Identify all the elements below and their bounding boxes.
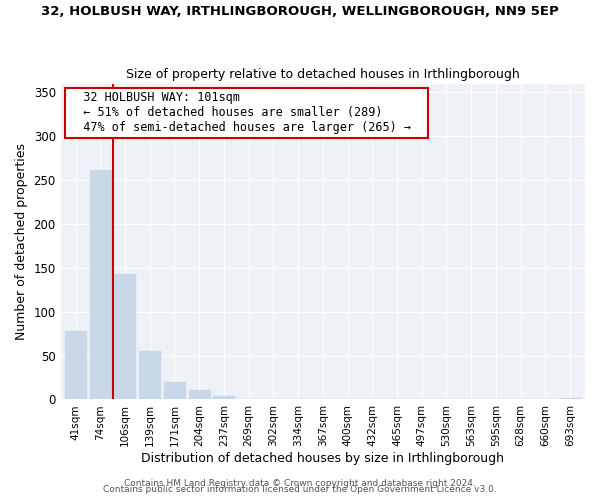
Bar xyxy=(164,382,185,400)
Bar xyxy=(560,398,581,400)
Title: Size of property relative to detached houses in Irthlingborough: Size of property relative to detached ho… xyxy=(126,68,520,81)
Text: 32 HOLBUSH WAY: 101sqm  
  ← 51% of detached houses are smaller (289)  
  47% of: 32 HOLBUSH WAY: 101sqm ← 51% of detached… xyxy=(68,92,425,134)
Text: 32, HOLBUSH WAY, IRTHLINGBOROUGH, WELLINGBOROUGH, NN9 5EP: 32, HOLBUSH WAY, IRTHLINGBOROUGH, WELLIN… xyxy=(41,5,559,18)
Text: Contains HM Land Registry data © Crown copyright and database right 2024.: Contains HM Land Registry data © Crown c… xyxy=(124,478,476,488)
Bar xyxy=(90,170,111,400)
Y-axis label: Number of detached properties: Number of detached properties xyxy=(15,143,28,340)
Bar xyxy=(188,390,209,400)
Bar xyxy=(214,396,235,400)
X-axis label: Distribution of detached houses by size in Irthlingborough: Distribution of detached houses by size … xyxy=(142,452,505,465)
Bar xyxy=(65,331,86,400)
Text: Contains public sector information licensed under the Open Government Licence v3: Contains public sector information licen… xyxy=(103,485,497,494)
Bar xyxy=(115,274,136,400)
Bar xyxy=(139,351,160,400)
